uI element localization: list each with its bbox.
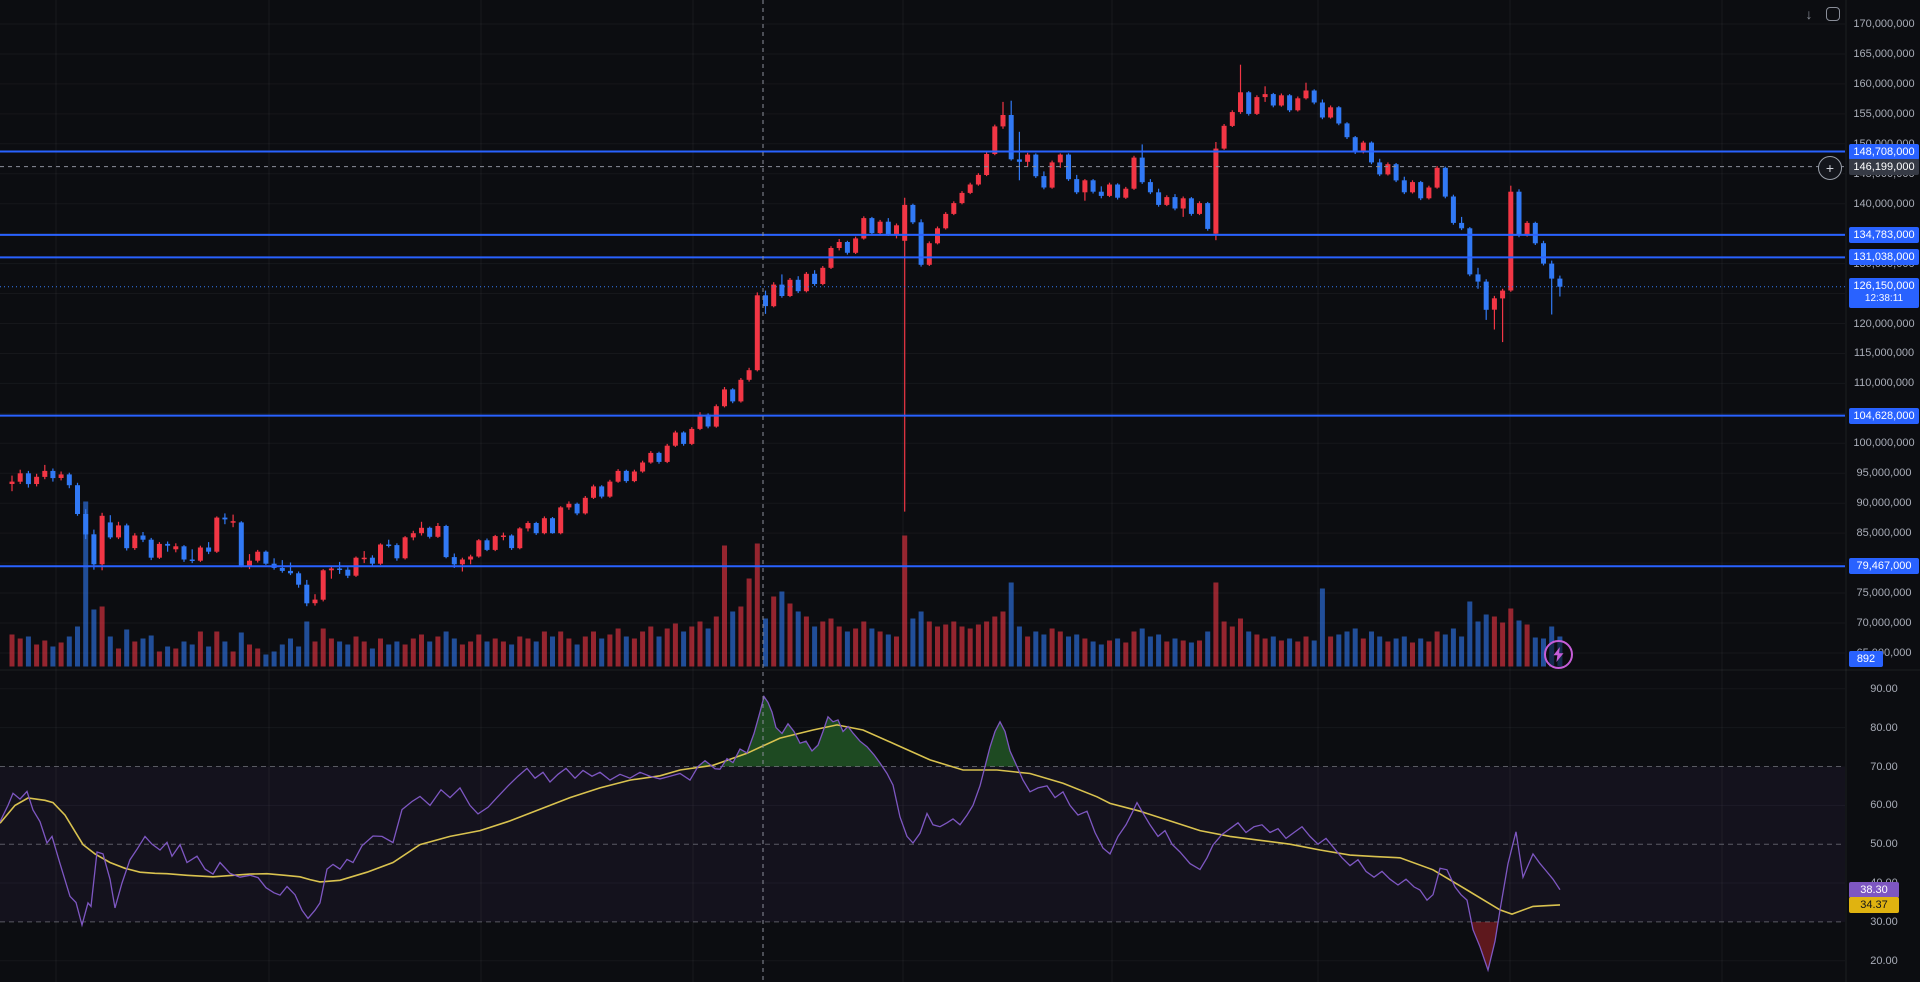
download-arrow-glyph: ↓ [1805, 6, 1813, 22]
candle-countdown: 12:38:11 [1864, 293, 1904, 305]
rsi-ma-value-tag: 34.37 [1849, 896, 1899, 913]
volume-value-tag: 892 [1849, 651, 1883, 667]
rsi-oversold-fill [1471, 921, 1499, 971]
rsi-value-tag: 38.30 [1849, 881, 1899, 898]
add-alert-plus-icon[interactable]: + [1818, 155, 1842, 180]
crosshair-price-tag: 146,199,000 [1849, 158, 1919, 175]
plus-glyph: + [1825, 159, 1835, 176]
rsi-overbought-fill [721, 696, 883, 767]
rsi-overbought-fill [985, 721, 1017, 767]
current-price-value: 126,150,000 [1853, 280, 1915, 293]
rsi-ma-line [0, 724, 1561, 915]
rsi-overbought-fill [698, 760, 713, 767]
instant-trade-lightning-icon[interactable] [1544, 640, 1573, 669]
lightning-bolt-glyph [1553, 647, 1564, 662]
download-icon[interactable]: ↓ [1799, 4, 1819, 24]
screenshot-box-glyph [1826, 7, 1840, 21]
screenshot-icon[interactable] [1823, 4, 1843, 24]
volume-bars [9, 501, 1563, 667]
candles [9, 64, 1563, 607]
rsi-line [0, 695, 1561, 973]
current-price-tag: 126,150,000 12:38:11 [1849, 277, 1919, 308]
